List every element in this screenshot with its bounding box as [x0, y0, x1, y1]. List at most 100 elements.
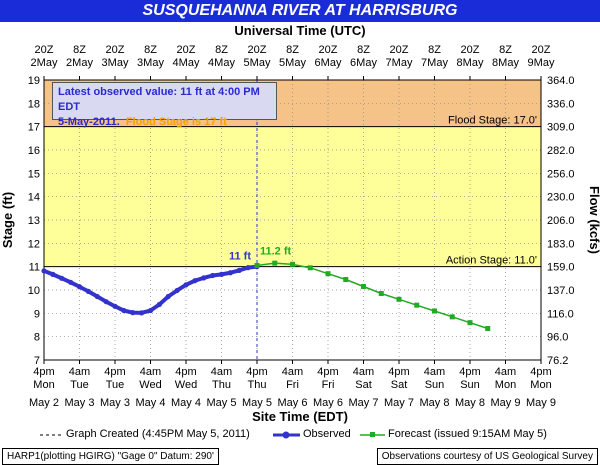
y2-axis-title: Flow (kcfs): [587, 186, 600, 254]
bottom-tick-label: 4pm: [317, 366, 338, 378]
date-label: May 5: [207, 397, 237, 409]
bottom-tick-label: 4am: [282, 366, 303, 378]
observed-point: [94, 293, 100, 300]
top-tick-label: 6May: [315, 57, 342, 69]
y-tick-label: 17: [28, 122, 40, 134]
legend-created: Graph Created (4:45PM May 5, 2011): [66, 428, 250, 440]
observed-point: [201, 275, 207, 281]
top-tick-label: 20Z: [248, 44, 267, 56]
bottom-tick-label: Sat: [355, 379, 372, 391]
bottom-tick-label: Sun: [460, 379, 480, 391]
date-label: May 6: [313, 397, 343, 409]
top-tick-label: 8Z: [499, 44, 512, 56]
date-label: May 3: [100, 397, 130, 409]
bottom-tick-label: 4pm: [459, 366, 480, 378]
observed-point: [147, 307, 154, 314]
forecast-point: [272, 260, 278, 266]
y-tick-label: 10: [28, 285, 40, 297]
bottom-tick-label: Wed: [139, 379, 161, 391]
observed-point: [121, 307, 127, 314]
flow-tick-label: 116.0: [547, 308, 574, 320]
top-tick-label: 7May: [421, 57, 448, 69]
top-tick-label: 5May: [244, 57, 271, 69]
y-tick-label: 14: [28, 192, 40, 204]
flow-tick-label: 183.0: [547, 238, 575, 250]
y-tick-label: 13: [28, 215, 40, 227]
bottom-tick-label: Sun: [425, 379, 445, 391]
bottom-tick-label: Thu: [248, 379, 267, 391]
forecast-line: [256, 262, 488, 330]
top-tick-label: 8Z: [357, 44, 370, 56]
top-tick-label: 8Z: [428, 44, 441, 56]
forecast-point: [254, 263, 260, 268]
flow-tick-label: 364.0: [547, 75, 575, 87]
flow-tick-label: 282.0: [547, 145, 575, 157]
y-tick-label: 9: [34, 308, 40, 320]
callout-flood-stage: Flood Stage is 17 ft: [125, 116, 227, 128]
flow-tick-label: 230.0: [547, 192, 575, 204]
bottom-tick-label: Fri: [322, 379, 335, 391]
legend-forecast: Forecast (issued 9:15AM May 5): [388, 428, 547, 440]
observed-point: [156, 301, 162, 308]
utc-axis-label: Universal Time (UTC): [234, 23, 366, 38]
top-tick-label: 3May: [102, 57, 129, 69]
top-tick-label: 8Z: [215, 44, 228, 56]
forecast-point: [396, 296, 402, 302]
bottom-tick-label: Sat: [391, 379, 408, 391]
observed-point: [210, 272, 216, 279]
x-axis-title: Site Time (EDT): [252, 409, 348, 424]
date-label: May 9: [526, 397, 556, 409]
forecast-point: [290, 261, 295, 267]
observed-point: [218, 271, 225, 277]
observed-point: [245, 265, 251, 271]
bottom-tick-label: 4am: [424, 366, 445, 378]
observed-point: [103, 299, 109, 305]
observed-point: [59, 275, 65, 281]
forecast-point: [449, 314, 455, 320]
forecast-point: [378, 291, 384, 296]
observed-point: [236, 267, 242, 273]
observed-point: [41, 268, 47, 274]
legend-observed-marker: [282, 431, 290, 439]
top-tick-label: 20Z: [35, 44, 54, 56]
observed-point: [139, 310, 145, 316]
flow-tick-label: 206.0: [547, 215, 575, 227]
flood-stage-label: Flood Stage: 17.0': [448, 115, 537, 127]
top-tick-label: 4May: [208, 57, 235, 69]
date-label: May 4: [171, 397, 201, 409]
forecast-point: [432, 308, 437, 314]
date-label: May 2: [29, 397, 59, 409]
flow-tick-label: 159.0: [547, 262, 575, 274]
bottom-tick-label: 4am: [353, 366, 374, 378]
bottom-tick-label: Fri: [286, 379, 299, 391]
date-label: May 3: [65, 397, 95, 409]
bottom-tick-label: 4am: [211, 366, 232, 378]
y-tick-label: 11: [29, 262, 40, 274]
top-tick-label: 8Z: [73, 44, 86, 56]
chart-title: SUSQUEHANNA RIVER AT HARRISBURG: [142, 2, 458, 19]
bottom-tick-label: Tue: [106, 379, 125, 391]
flow-tick-label: 256.0: [547, 168, 575, 180]
bottom-tick-label: 4pm: [175, 366, 196, 378]
observed-point: [192, 278, 198, 284]
top-tick-label: 2May: [66, 57, 93, 69]
datum-note: HARP1(plotting HGIRG) "Gage 0" Datum: 29…: [2, 448, 219, 465]
action-stage-label: Action Stage: 11.0': [446, 255, 537, 267]
top-tick-label: 8Z: [144, 44, 157, 56]
callout-line-1: Latest observed value: 11 ft at 4:00 PM …: [58, 86, 260, 113]
flow-tick-label: 309.0: [547, 122, 575, 134]
observed-point: [76, 284, 83, 290]
top-tick-label: 7May: [386, 57, 413, 69]
forecast-point: [414, 302, 420, 308]
forecast-point: [467, 320, 473, 326]
top-tick-label: 20Z: [532, 44, 551, 56]
top-tick-label: 8Z: [286, 44, 299, 56]
date-label: May 8: [420, 397, 450, 409]
top-tick-label: 8May: [457, 57, 484, 69]
bottom-tick-label: Thu: [212, 379, 231, 391]
observed-point: [165, 293, 171, 300]
observed-point: [50, 271, 56, 277]
observed-point: [227, 270, 233, 276]
observed-point: [130, 310, 136, 316]
